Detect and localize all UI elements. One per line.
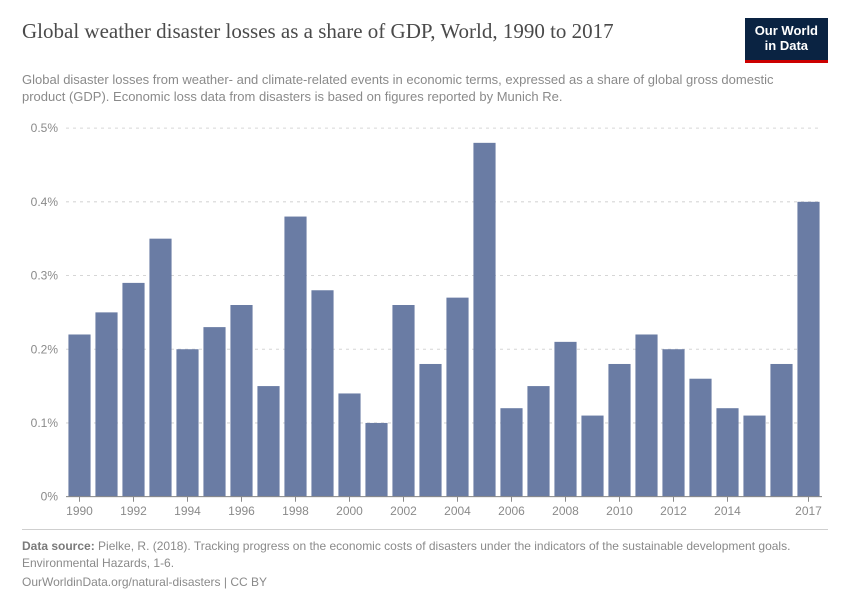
- x-tick-label: 2017: [795, 504, 822, 518]
- chart-area: 0% 0.1% 0.2% 0.3% 0.4% 0.5% 1990 1992 1994 1996 19…: [22, 120, 828, 525]
- bar: [527, 386, 549, 497]
- bar: [743, 416, 765, 497]
- bar-chart-svg: 0% 0.1% 0.2% 0.3% 0.4% 0.5% 1990 1992 1994 1996 19…: [22, 120, 828, 525]
- bar: [689, 379, 711, 497]
- x-tick-label: 2014: [714, 504, 741, 518]
- link-line: OurWorldinData.org/natural-disasters | C…: [22, 574, 828, 591]
- y-tick-label: 0%: [41, 490, 59, 504]
- source-label: Data source:: [22, 539, 95, 553]
- bar: [68, 334, 90, 496]
- bar: [419, 364, 441, 497]
- chart-footer: Data source: Pielke, R. (2018). Tracking…: [22, 529, 828, 590]
- bar: [311, 290, 333, 496]
- bar: [149, 239, 171, 497]
- x-tick-label: 2010: [606, 504, 633, 518]
- y-tick-label: 0.5%: [31, 121, 59, 135]
- x-tick-label: 2006: [498, 504, 525, 518]
- bar: [176, 349, 198, 496]
- y-tick-label: 0.1%: [31, 416, 59, 430]
- bar: [284, 217, 306, 497]
- x-tick-label: 2004: [444, 504, 471, 518]
- bar: [770, 364, 792, 497]
- y-tick-label: 0.3%: [31, 268, 59, 282]
- bar: [95, 312, 117, 496]
- logo-line2: in Data: [755, 39, 818, 54]
- bar: [635, 334, 657, 496]
- x-tick-label: 2002: [390, 504, 417, 518]
- bar: [662, 349, 684, 496]
- bar: [554, 342, 576, 497]
- x-tick-label: 1996: [228, 504, 255, 518]
- x-tick-label: 1994: [174, 504, 201, 518]
- source-text: Pielke, R. (2018). Tracking progress on …: [22, 539, 790, 570]
- bar: [338, 393, 360, 496]
- bar: [473, 143, 495, 497]
- bar: [797, 202, 819, 497]
- x-tick-label: 1998: [282, 504, 309, 518]
- bar: [500, 408, 522, 496]
- header-row: Global weather disaster losses as a shar…: [22, 18, 828, 63]
- bar: [203, 327, 225, 497]
- chart-container: Global weather disaster losses as a shar…: [0, 0, 850, 600]
- bar: [581, 416, 603, 497]
- bar: [365, 423, 387, 497]
- logo-line1: Our World: [755, 24, 818, 39]
- bar: [446, 298, 468, 497]
- x-tick-label: 2008: [552, 504, 579, 518]
- bar: [608, 364, 630, 497]
- x-tick-label: 1990: [66, 504, 93, 518]
- owid-logo: Our World in Data: [745, 18, 828, 63]
- source-line: Data source: Pielke, R. (2018). Tracking…: [22, 538, 828, 572]
- y-tick-label: 0.2%: [31, 342, 59, 356]
- x-tick-label: 1992: [120, 504, 147, 518]
- bar: [122, 283, 144, 497]
- bar: [392, 305, 414, 497]
- x-tick-label: 2000: [336, 504, 363, 518]
- chart-title: Global weather disaster losses as a shar…: [22, 18, 614, 44]
- chart-subtitle: Global disaster losses from weather- and…: [22, 71, 782, 106]
- bar: [230, 305, 252, 497]
- bar: [257, 386, 279, 497]
- x-tick-label: 2012: [660, 504, 687, 518]
- y-tick-label: 0.4%: [31, 195, 59, 209]
- bar: [716, 408, 738, 496]
